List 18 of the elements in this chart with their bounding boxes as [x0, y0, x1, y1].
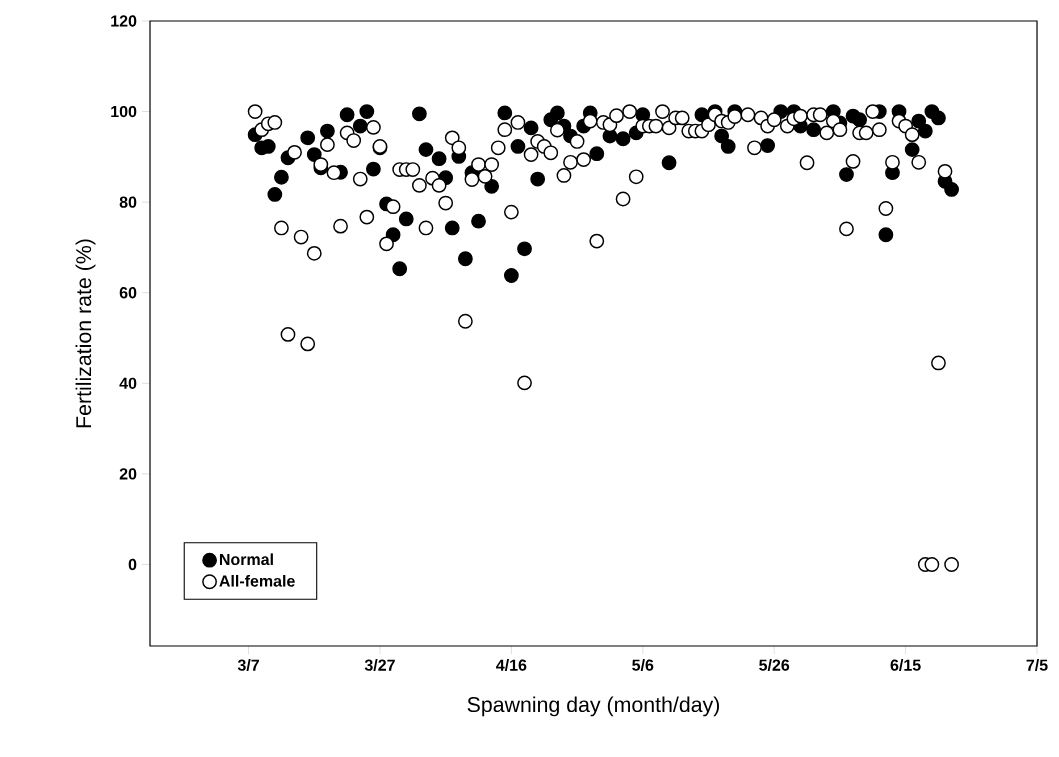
legend-label: Normal	[219, 553, 273, 566]
y-tick-label: 40	[119, 377, 137, 389]
y-tick-label: 120	[111, 15, 137, 27]
y-axis-title: Fertilization rate (%)	[75, 239, 96, 428]
y-tick-label: 80	[119, 196, 137, 208]
x-tick-label: 5/26	[759, 659, 790, 671]
legend-label: All-female	[219, 574, 295, 587]
x-tick-label: 3/7	[237, 659, 259, 671]
x-axis-title: Spawning day (month/day)	[467, 696, 720, 717]
y-tick-label: 60	[119, 287, 137, 299]
x-tick-label: 5/6	[632, 659, 654, 671]
y-tick-label: 100	[111, 105, 137, 118]
y-tick-label: 20	[119, 468, 137, 480]
x-tick-label: 4/16	[496, 659, 527, 671]
y-tick-label: 0	[128, 558, 137, 571]
x-tick-label: 3/27	[364, 659, 395, 671]
x-tick-label: 7/5	[1026, 659, 1048, 671]
x-tick-label: 6/15	[890, 659, 921, 671]
